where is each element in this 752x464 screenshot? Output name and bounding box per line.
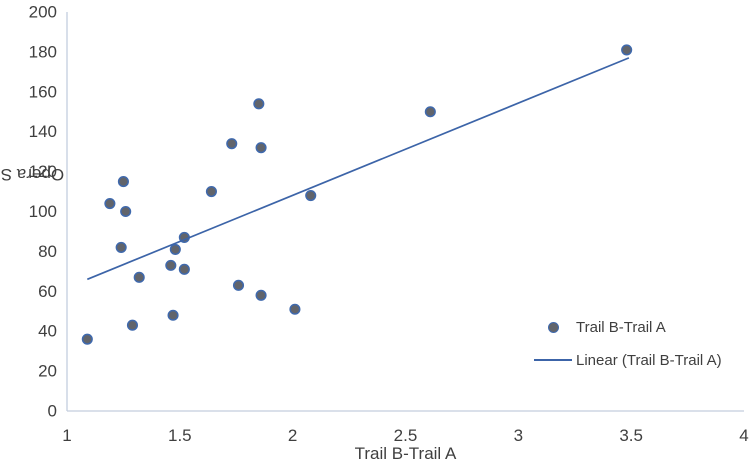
data-point — [621, 44, 633, 56]
trend-line-icon — [534, 359, 572, 361]
data-point — [165, 259, 177, 271]
data-point — [305, 189, 317, 202]
y-tick-label: 200 — [29, 3, 57, 22]
legend: Trail B-Trail A Linear (Trail B-Trail A) — [534, 317, 722, 370]
y-axis-title-text: Opera SDNN — [0, 164, 65, 184]
data-point — [232, 279, 245, 291]
x-tick-label: 2 — [288, 426, 297, 445]
x-tick-label: 3 — [514, 426, 523, 445]
data-point — [126, 319, 138, 331]
data-point — [205, 186, 217, 198]
x-tick-label: 3.5 — [619, 426, 643, 445]
data-point — [289, 303, 301, 315]
y-tick-label: 160 — [29, 82, 57, 101]
y-tick-label: 180 — [29, 42, 57, 61]
y-tick-label: 140 — [29, 122, 57, 141]
trend-line — [86, 57, 630, 281]
data-point — [120, 205, 132, 218]
y-tick-label: 100 — [29, 202, 57, 221]
data-point — [253, 98, 265, 110]
data-point — [133, 271, 145, 283]
y-tick-label: 60 — [38, 282, 57, 301]
y-tick-label: 0 — [48, 402, 57, 421]
data-point — [255, 142, 267, 154]
x-tick-label: 4 — [739, 426, 748, 445]
x-tick-label: 1 — [62, 426, 71, 445]
x-tick-label: 2.5 — [394, 426, 418, 445]
y-tick-label: 20 — [38, 362, 57, 381]
data-point — [424, 106, 436, 118]
y-axis-title: Opera SDNN — [0, 165, 64, 224]
legend-label-trendline: Linear (Trail B-Trail A) — [576, 351, 722, 369]
data-point — [117, 176, 129, 188]
data-point — [167, 309, 179, 321]
y-tick-label: 120 — [29, 162, 57, 181]
data-point — [81, 333, 93, 345]
data-point — [169, 243, 181, 255]
data-point — [115, 241, 127, 253]
y-tick-label: 40 — [38, 322, 57, 341]
scatter-marker-icon — [548, 321, 559, 333]
legend-label-scatter: Trail B-Trail A — [576, 318, 666, 336]
data-point — [255, 289, 267, 301]
legend-item-scatter: Trail B-Trail A — [534, 317, 722, 337]
legend-item-trendline: Linear (Trail B-Trail A) — [534, 350, 722, 370]
x-axis-title: Trail B-Trail A — [354, 444, 457, 463]
data-point — [226, 138, 238, 150]
data-point — [178, 263, 190, 275]
data-point — [104, 197, 116, 210]
x-tick-label: 1.5 — [168, 426, 192, 445]
y-tick-label: 80 — [38, 242, 57, 261]
